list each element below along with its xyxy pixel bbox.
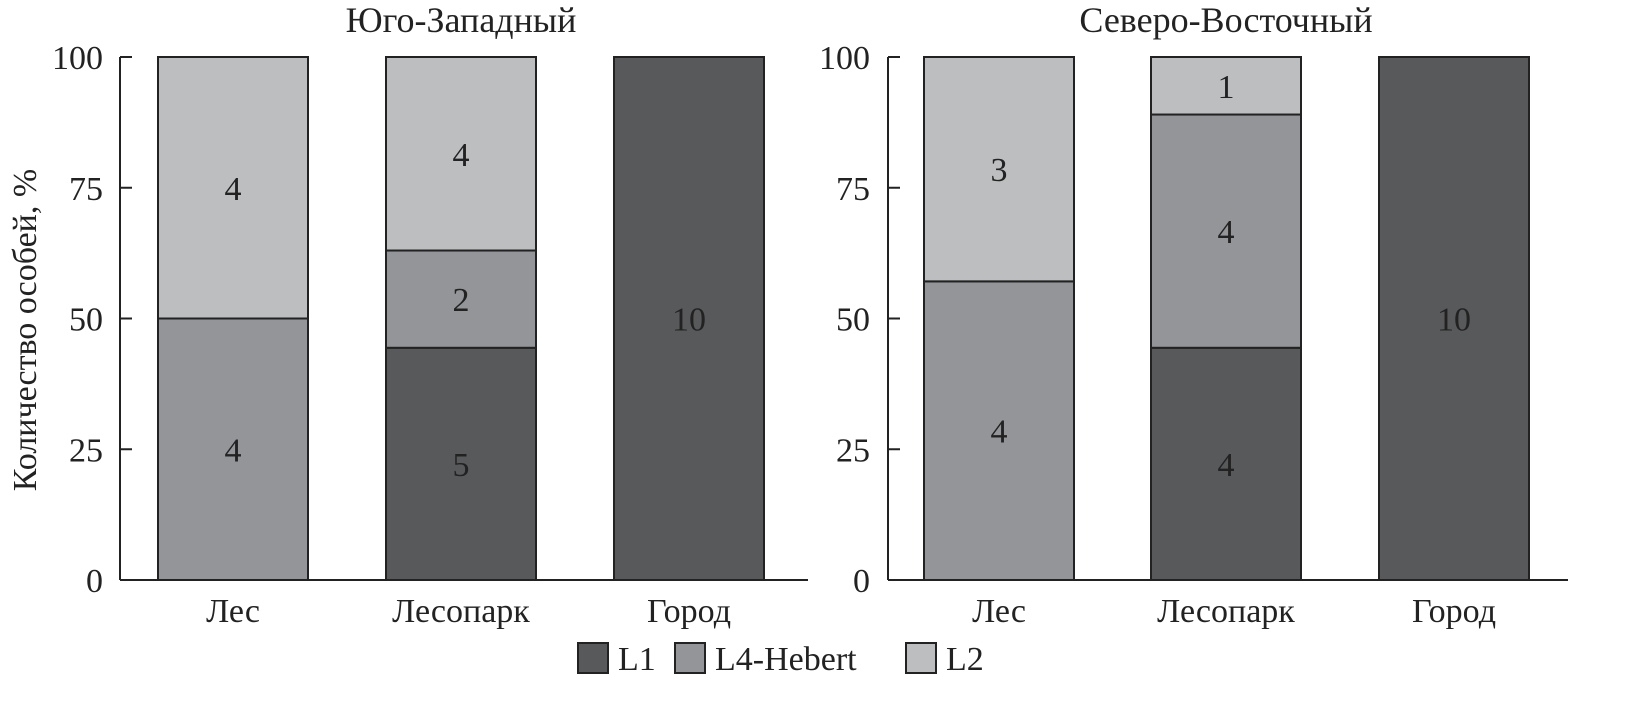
- bar-segment-l4-hebert: [1150, 113, 1302, 349]
- x-tick-label: Лесопарк: [1157, 593, 1295, 630]
- data-label: 4: [1218, 447, 1235, 484]
- data-label: 4: [225, 432, 242, 469]
- chart-panel-northeast: Северо-Восточный 0 25 50 75 100 4 3 Лес 4 4 1 Лесопа…: [819, 0, 1568, 630]
- data-label: 10: [672, 302, 706, 339]
- bar-segment-l2: [1150, 56, 1302, 116]
- data-label: 4: [225, 171, 242, 208]
- bar-segment-l4-hebert: [157, 317, 309, 581]
- y-axis-label: Количество особей, %: [7, 169, 44, 491]
- bar-segment-l4-hebert: [385, 249, 537, 349]
- bar-segment-l1: [613, 56, 765, 581]
- legend-swatch-l4-hebert: [674, 642, 706, 674]
- legend-swatch-l2: [905, 642, 937, 674]
- bar-segment-l2: [923, 56, 1075, 283]
- legend-label: L2: [946, 641, 984, 678]
- x-tick-label: Лес: [206, 593, 260, 630]
- y-tick-label: 100: [819, 40, 870, 77]
- legend: L1 L4-Hebert L2: [577, 641, 984, 678]
- y-tick-label: 75: [836, 171, 870, 208]
- chart-panel-southwest: Юго-Западный 0 25 50 75 100 4 4 Лес 5 2 4 Лесопарк 10…: [52, 0, 808, 630]
- data-label: 4: [991, 414, 1008, 451]
- chart-title: Северо-Восточный: [1079, 0, 1372, 40]
- y-tick-label: 0: [853, 563, 870, 600]
- y-tick-label: 50: [69, 302, 103, 339]
- data-label: 1: [1218, 69, 1235, 106]
- bar-segment-l2: [157, 56, 309, 320]
- data-label: 4: [1218, 214, 1235, 251]
- y-tick-label: 50: [836, 302, 870, 339]
- y-tick-label: 25: [69, 432, 103, 469]
- y-tick-label: 25: [836, 432, 870, 469]
- y-tick-label: 75: [69, 171, 103, 208]
- legend-label: L4-Hebert: [715, 641, 857, 678]
- y-tick-label: 0: [86, 563, 103, 600]
- x-tick-label: Лесопарк: [392, 593, 530, 630]
- data-label: 10: [1437, 302, 1471, 339]
- data-label: 3: [991, 152, 1008, 189]
- bar-segment-l1: [385, 346, 537, 581]
- bar-segment-l1: [1150, 346, 1302, 581]
- bar-segment-l4-hebert: [923, 280, 1075, 581]
- y-tick-label: 100: [52, 40, 103, 77]
- x-tick-label: Город: [1412, 593, 1496, 630]
- data-label: 2: [453, 282, 470, 319]
- data-label: 5: [453, 447, 470, 484]
- data-label: 4: [453, 137, 470, 174]
- x-tick-label: Город: [647, 593, 731, 630]
- legend-label: L1: [618, 641, 656, 678]
- chart-title: Юго-Западный: [346, 0, 577, 40]
- x-tick-label: Лес: [972, 593, 1026, 630]
- bar-segment-l1: [1378, 56, 1530, 581]
- legend-swatch-l1: [577, 642, 609, 674]
- bar-segment-l2: [385, 56, 537, 252]
